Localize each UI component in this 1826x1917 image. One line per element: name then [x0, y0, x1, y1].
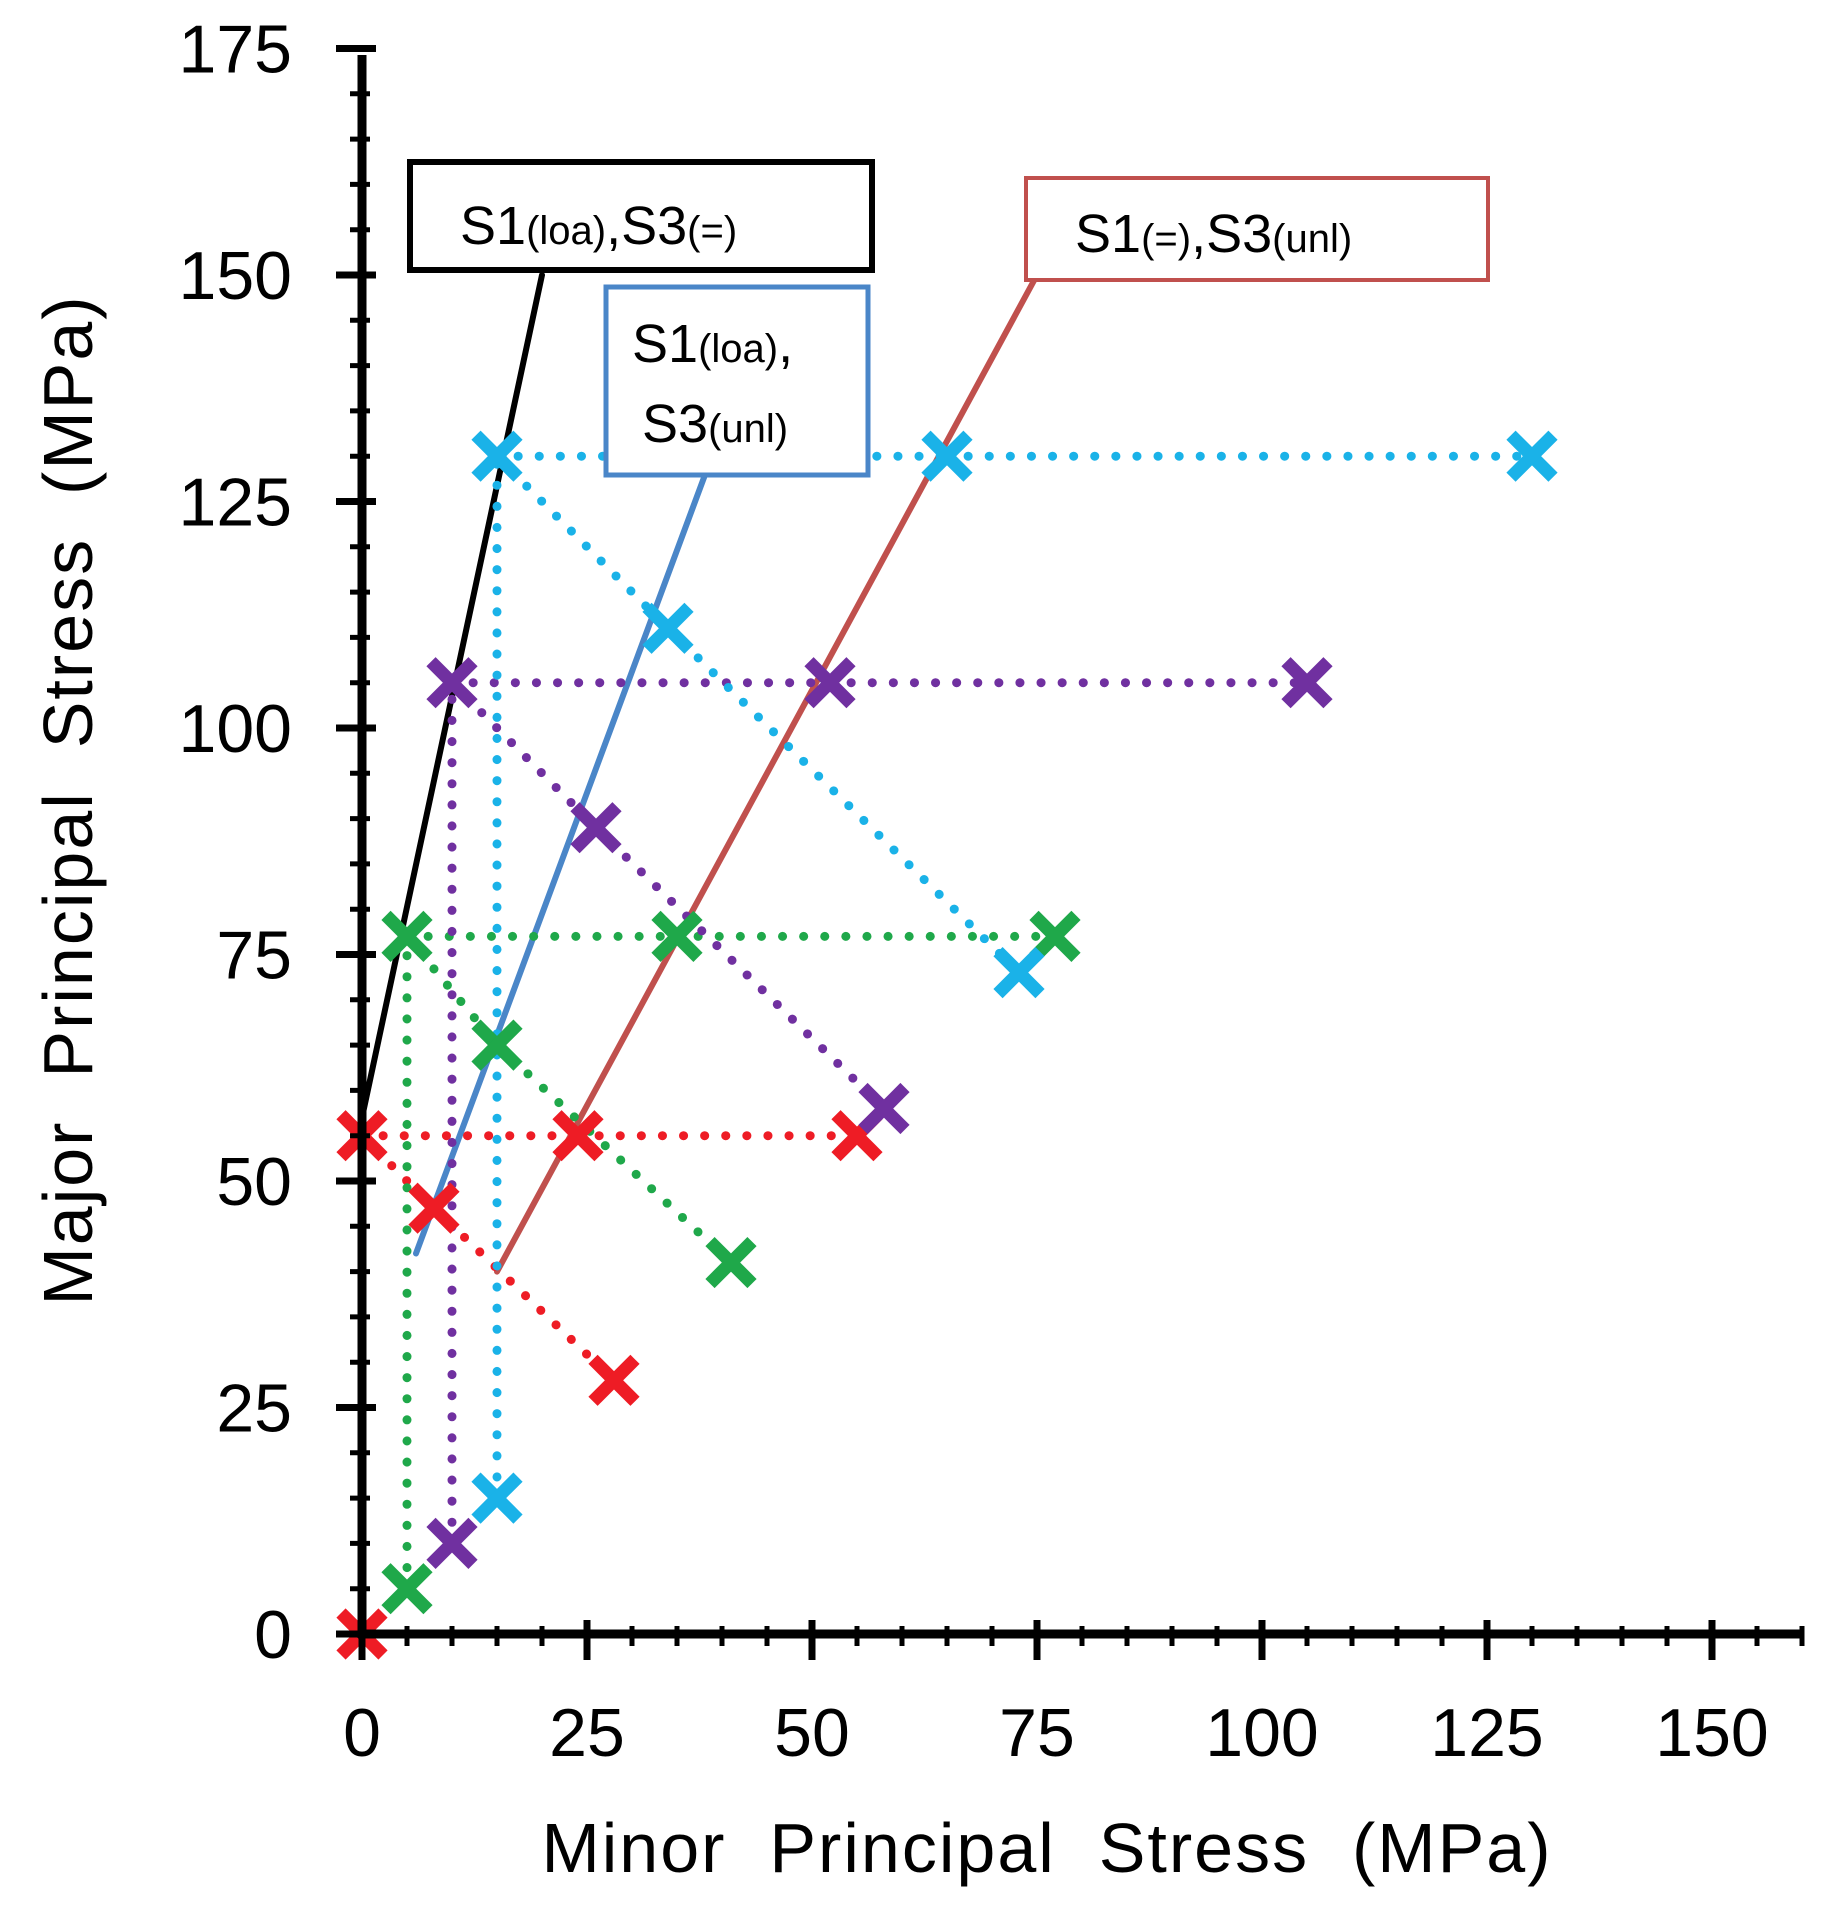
annotation-2-unl: (unl): [708, 407, 788, 451]
marker-green: [471, 1019, 523, 1071]
marker-purple: [858, 1082, 910, 1135]
x-tick-label: 0: [343, 1695, 381, 1771]
marker-cyan: [471, 430, 523, 482]
marker-stroke: [1029, 910, 1081, 962]
marker-stroke: [1281, 657, 1333, 709]
x-tick-label: 75: [999, 1695, 1075, 1771]
marker-green: [381, 1563, 433, 1615]
y-tick-label: 25: [216, 1371, 292, 1447]
marker-stroke: [408, 1182, 460, 1234]
x-axis-title: Minor Principal Stress (MPa): [541, 1809, 1552, 1887]
marker-stroke: [651, 910, 703, 962]
marker-stroke: [552, 1110, 604, 1162]
series-path-purple: [447, 678, 601, 833]
marker-stroke: [471, 430, 523, 482]
marker-purple: [570, 802, 622, 854]
marker-stroke: [804, 657, 856, 709]
y-tick-label: 0: [254, 1597, 292, 1673]
marker-stroke: [426, 1517, 478, 1569]
marker-purple: [426, 1517, 478, 1569]
marker-stroke: [921, 430, 973, 482]
svg-text:S1(loa),S3(=): S1(loa),S3(=): [460, 196, 737, 256]
series-path-green: [492, 1040, 736, 1268]
annotation-box-loa-unl: S1(loa), S3(unl): [603, 284, 871, 478]
x-tick-label: 125: [1430, 1695, 1543, 1771]
marker-stroke: [426, 657, 478, 709]
marker-cyan: [993, 947, 1045, 999]
y-axis-ticks: 0 25 50 75 100 125 150 175: [179, 12, 376, 1673]
x-tick-label: 150: [1655, 1695, 1768, 1771]
marker-stroke: [471, 1472, 523, 1524]
annotation-2-loa: (loa): [698, 327, 778, 371]
marker-stroke: [858, 1082, 910, 1135]
y-tick-label: 175: [179, 12, 292, 88]
marker-cyan: [642, 602, 694, 654]
annotation-1-loa: (loa): [526, 209, 606, 253]
marker-stroke: [588, 1354, 640, 1406]
x-tick-label: 50: [774, 1695, 850, 1771]
series-path-cyan: [663, 623, 1024, 978]
marker-cyan: [471, 1472, 523, 1524]
annotation-1-s1: S1: [460, 196, 526, 256]
data-series: [336, 430, 1558, 1660]
marker-red: [552, 1110, 604, 1162]
annotation-3-eq: (=): [1141, 217, 1191, 261]
svg-text:S1(loa),: S1(loa),: [632, 314, 793, 374]
y-tick-label: 50: [216, 1144, 292, 1220]
annotation-3-s3: ,S3: [1191, 204, 1272, 264]
marker-stroke: [570, 802, 622, 854]
axes: 0 25 50 75 100 125 150 0 25 50 75 100 125 150 175: [179, 12, 1805, 1771]
marker-stroke: [993, 947, 1045, 999]
annotation-3-s1: S1: [1075, 204, 1141, 264]
marker-green: [381, 910, 433, 962]
marker-stroke: [705, 1236, 757, 1289]
marker-stroke: [471, 1019, 523, 1071]
marker-stroke: [381, 1563, 433, 1615]
marker-purple: [426, 657, 478, 709]
y-tick-label: 125: [179, 465, 292, 541]
annotation-3-unl: (unl): [1272, 217, 1352, 261]
marker-red: [408, 1182, 460, 1234]
marker-green: [651, 910, 703, 962]
y-axis-title: Major Principal Stress (MPa): [29, 294, 107, 1305]
marker-stroke: [381, 910, 433, 962]
marker-stroke: [642, 602, 694, 654]
marker-red: [588, 1354, 640, 1406]
annotation-2-s1: S1: [632, 314, 698, 374]
svg-text:S1(=),S3(unl): S1(=),S3(unl): [1075, 204, 1352, 264]
marker-cyan: [921, 430, 973, 482]
marker-cyan: [1506, 430, 1558, 482]
series-path-red: [429, 1203, 619, 1385]
x-axis-ticks: 0 25 50 75 100 125 150: [343, 1620, 1805, 1771]
annotation-1-s3: ,S3: [606, 196, 687, 256]
x-tick-label: 25: [549, 1695, 625, 1771]
marker-purple: [804, 657, 856, 709]
y-tick-label: 75: [216, 918, 292, 994]
marker-green: [1029, 910, 1081, 962]
trend-line: [413, 426, 725, 1257]
annotation-1-eq: (=): [687, 209, 737, 253]
marker-stroke: [1506, 430, 1558, 482]
annotation-box-eq-unl: S1(=),S3(unl): [1024, 176, 1490, 282]
annotation-2-comma: ,: [778, 314, 793, 374]
marker-purple: [1281, 657, 1333, 709]
y-tick-label: 150: [179, 238, 292, 314]
marker-green: [705, 1236, 757, 1289]
series-path-purple: [591, 823, 889, 1114]
series-path-cyan: [492, 451, 673, 633]
trend-line: [494, 272, 1040, 1275]
x-tick-label: 100: [1205, 1695, 1318, 1771]
svg-text:S3(unl): S3(unl): [642, 394, 788, 454]
annotation-box-loa-eq: S1(loa),S3(=): [407, 159, 875, 273]
annotation-2-s3: S3: [642, 394, 708, 454]
y-tick-label: 100: [179, 691, 292, 767]
